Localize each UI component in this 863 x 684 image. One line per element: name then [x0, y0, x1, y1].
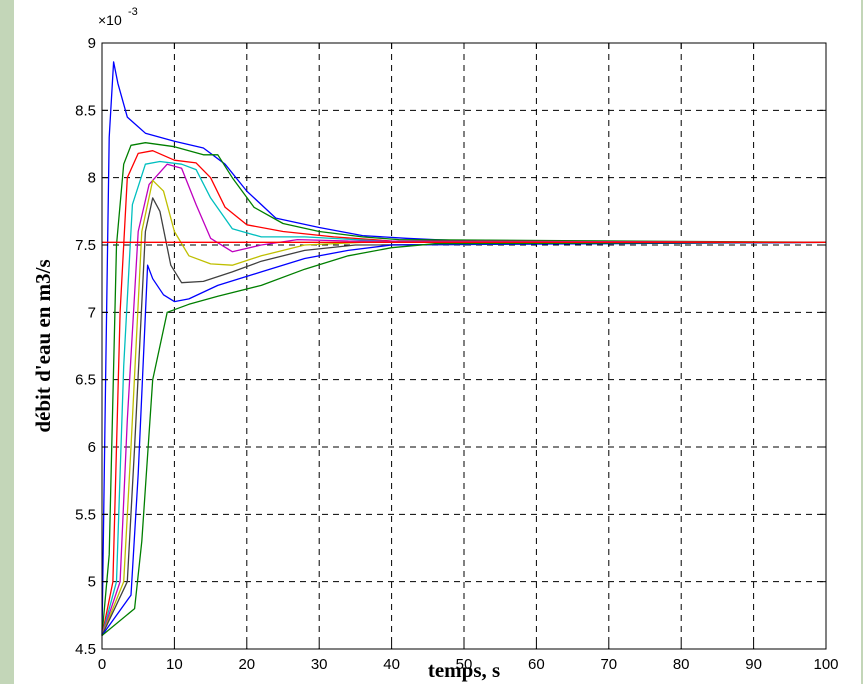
series-line-4	[101, 160, 826, 636]
y-tick-label: 9	[88, 35, 96, 52]
series-line-2	[101, 142, 827, 636]
y-tick-label: 8.5	[75, 102, 96, 119]
axis-ticks: 0 10 20 30 40 50 60 70 80 90 100 4.5 5 5.5 6 6.5 7 7.5 8 8.…	[75, 35, 838, 673]
y-tick-label: 6.5	[75, 372, 96, 389]
x-axis-label: temps, s	[428, 658, 500, 682]
series-line-8	[101, 241, 827, 636]
series-line-3	[101, 150, 827, 636]
x-tick-label: 30	[311, 656, 328, 673]
y-tick-label: 7.5	[75, 237, 96, 254]
series-line-6	[101, 179, 826, 636]
x-tick-label: 80	[673, 656, 690, 673]
y-multiplier-exponent: -3	[128, 6, 138, 18]
x-tick-label: 100	[813, 656, 838, 673]
series-line-5	[101, 163, 827, 636]
y-multiplier-base: ×10	[98, 12, 122, 28]
y-tick-label: 6	[88, 439, 96, 456]
chart-figure: 0 10 20 30 40 50 60 70 80 90 100 4.5 5 5.5 6 6.5 7 7.5 8 8.…	[14, 0, 861, 684]
grid	[102, 43, 826, 649]
y-tick-label: 7	[88, 304, 96, 321]
y-multiplier: ×10 -3	[98, 6, 138, 28]
x-tick-label: 50	[456, 656, 473, 673]
y-tick-label: 8	[88, 170, 96, 187]
x-tick-label: 60	[528, 656, 545, 673]
x-tick-label: 70	[600, 656, 617, 673]
x-tick-label: 20	[238, 656, 255, 673]
x-tick-label: 0	[98, 656, 106, 673]
series-line-7	[101, 197, 827, 636]
line-chart: 0 10 20 30 40 50 60 70 80 90 100 4.5 5 5.5 6 6.5 7 7.5 8 8.…	[31, 6, 839, 682]
series-line-9	[101, 241, 827, 637]
y-tick-label: 4.5	[75, 641, 96, 658]
x-tick-label: 90	[745, 656, 762, 673]
x-tick-label: 10	[166, 656, 183, 673]
x-tick-label: 40	[383, 656, 400, 673]
y-axis-label: débit d'eau en m3/s	[31, 259, 55, 432]
y-tick-label: 5	[88, 574, 96, 591]
y-tick-label: 5.5	[75, 506, 96, 523]
series-lines	[101, 61, 827, 637]
